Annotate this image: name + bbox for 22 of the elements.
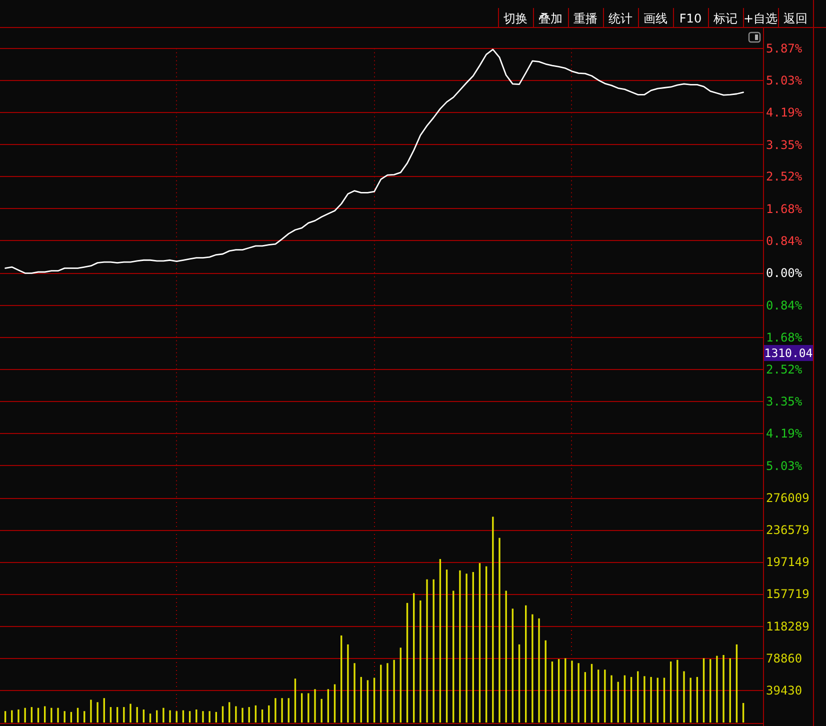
y-tick-label: 197149 <box>766 555 810 570</box>
y-tick-label: 78860 <box>766 651 802 666</box>
y-tick-label: 3.35% <box>766 394 803 408</box>
y-tick-label: 5.87% <box>766 41 803 56</box>
y-tick-label: 2.52% <box>766 362 803 377</box>
y-tick-label: 1.68% <box>766 202 803 216</box>
y-tick-label: 118289 <box>766 619 810 634</box>
y-tick-label: 1.68% <box>766 330 803 344</box>
y-tick-label: 157719 <box>766 587 810 602</box>
y-tick-label: 4.19% <box>766 426 803 441</box>
y-tick-label: 2.52% <box>766 170 803 184</box>
y-tick-label: 3.35% <box>766 138 803 152</box>
y-tick-label: 5.03% <box>766 458 803 473</box>
price-marker: 1310.04 <box>764 345 813 361</box>
y-tick-label: 236579 <box>766 523 810 538</box>
y-tick-label: 39430 <box>766 683 802 698</box>
y-tick-label: 4.19% <box>766 106 803 120</box>
y-tick-label: 0.84% <box>766 298 803 312</box>
y-tick-label: 0.00% <box>766 266 803 280</box>
y-tick-label: 276009 <box>766 491 810 505</box>
y-tick-label: 5.03% <box>766 73 803 88</box>
y-tick-label: 0.84% <box>766 234 803 248</box>
